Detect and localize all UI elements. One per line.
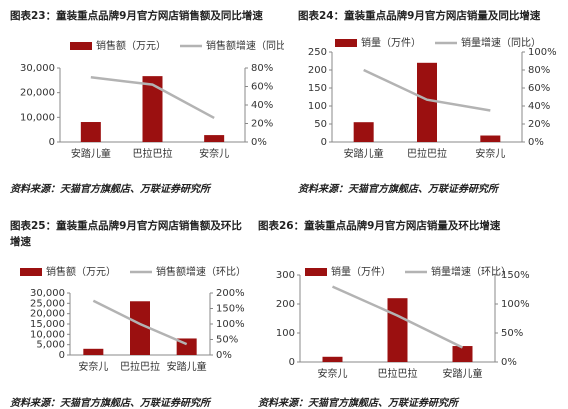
figure-title: 图表25：童装重点品牌9月官方网店销售额及环比增速 xyxy=(10,220,242,248)
y-tick-label: 5,000 xyxy=(36,340,65,351)
legend-label: 销量增速（同比） xyxy=(461,36,541,49)
y2-tick-label: 40% xyxy=(528,101,550,112)
y-tick-label: 250 xyxy=(308,47,327,58)
legend-swatch xyxy=(20,268,42,276)
y2-tick-label: 100% xyxy=(528,47,557,58)
line-series xyxy=(363,68,491,112)
y2-tick-label: 60% xyxy=(251,82,273,93)
figure-title: 图表26：童装重点品牌9月官方网店销量及环比增速 xyxy=(258,220,501,232)
y2-tick-label: 100% xyxy=(501,299,530,310)
figure: 图表25：童装重点品牌9月官方网店销售额及环比增速资料来源：天猫官方旗舰店、万联… xyxy=(0,218,255,409)
legend-label: 销售额增速（同比） xyxy=(206,39,284,52)
chart: 0 10,000 20,000 30,000 0% 20% 40% 60% 80% 安踏儿童 巴拉巴… xyxy=(20,39,284,160)
y2-tick-label: 200% xyxy=(216,288,245,299)
y2-tick-label: 80% xyxy=(251,63,273,74)
y-tick-label: 100 xyxy=(276,328,295,339)
source-note: 资料来源：天猫官方旗舰店、万联证券研究所 xyxy=(10,184,210,195)
x-tick-label: 安踏儿童 xyxy=(443,367,483,380)
y2-tick-label: 150% xyxy=(501,270,530,281)
y2-tick-label: 50% xyxy=(216,335,238,346)
y-tick-label: 0 xyxy=(49,137,55,148)
y-tick-label: 200 xyxy=(308,65,327,76)
bar xyxy=(417,62,437,142)
source-note: 资料来源：天猫官方旗舰店、万联证券研究所 xyxy=(10,398,210,409)
line-series xyxy=(92,299,188,346)
legend-label: 销售额（万元） xyxy=(46,265,116,278)
x-tick-label: 巴拉巴拉 xyxy=(133,147,173,160)
source-note: 资料来源：天猫官方旗舰店、万联证券研究所 xyxy=(298,184,498,195)
y-tick-label: 10,000 xyxy=(20,112,55,123)
x-tick-label: 安奈儿 xyxy=(318,367,348,380)
y-tick-label: 50 xyxy=(314,119,327,130)
figure-title: 图表24：童装重点品牌9月官方网店销量及同比增速 xyxy=(298,10,541,22)
figure-title: 图表23：童装重点品牌9月官方网店销售额及同比增速 xyxy=(10,10,263,22)
figure: 图表23：童装重点品牌9月官方网店销售额及同比增速 资料来源：天猫官方旗舰店、万联… xyxy=(0,0,284,195)
bar xyxy=(480,135,501,142)
y-tick-label: 100 xyxy=(308,101,327,112)
y2-tick-label: 0% xyxy=(216,350,232,361)
line-series xyxy=(90,76,215,120)
y-tick-label: 30,000 xyxy=(20,63,55,74)
y-tick-label: 150 xyxy=(308,83,327,94)
line-series xyxy=(331,285,464,349)
legend-swatch xyxy=(305,268,327,276)
legend-label: 销量增速（环比） xyxy=(431,265,511,278)
x-tick-label: 安踏儿童 xyxy=(167,360,207,373)
legend-swatch xyxy=(335,39,357,47)
y-tick-label: 30,000 xyxy=(30,288,65,299)
y2-tick-label: 150% xyxy=(216,304,245,315)
bar xyxy=(322,356,343,362)
y-tick-label: 25,000 xyxy=(30,298,65,309)
bar xyxy=(83,348,104,355)
y-tick-label: 20,000 xyxy=(30,309,65,320)
y-tick-label: 20,000 xyxy=(20,88,55,99)
y2-tick-label: 40% xyxy=(251,100,273,111)
y-tick-label: 10,000 xyxy=(30,329,65,340)
x-tick-label: 巴拉巴拉 xyxy=(120,360,160,373)
y2-tick-label: 80% xyxy=(528,65,550,76)
bar xyxy=(353,122,374,142)
figure: 图表24：童装重点品牌9月官方网店销量及同比增速 资料来源：天猫官方旗舰店、万联证… xyxy=(290,0,568,195)
legend-label: 销量（万件） xyxy=(331,265,391,278)
x-tick-label: 巴拉巴拉 xyxy=(407,147,447,160)
y2-tick-label: 0% xyxy=(251,137,267,148)
bar xyxy=(452,346,473,362)
y2-tick-label: 0% xyxy=(528,137,544,148)
legend-label: 销量（万件） xyxy=(361,36,421,49)
y2-tick-label: 100% xyxy=(216,319,245,330)
y-tick-label: 0 xyxy=(59,350,65,361)
y2-tick-label: 20% xyxy=(251,119,273,130)
legend-label: 销售额（万元） xyxy=(96,39,166,52)
figure: 图表26：童装重点品牌9月官方网店销量及环比增速 资料来源：天猫官方旗舰店、万联证… xyxy=(255,218,568,409)
y2-tick-label: 50% xyxy=(501,328,523,339)
bar xyxy=(130,301,150,355)
x-tick-label: 安奈儿 xyxy=(199,147,229,160)
x-tick-label: 安踏儿童 xyxy=(344,147,384,160)
legend-label: 销售额增速（环比） xyxy=(156,265,246,278)
y2-tick-label: 60% xyxy=(528,83,550,94)
y2-tick-label: 20% xyxy=(528,119,550,130)
y-tick-label: 0 xyxy=(289,357,295,368)
bar xyxy=(204,135,225,142)
chart: 0 50 100 150 200 250 0% 20% 40% 60% 80% 100% 安踏儿童 巴拉巴… xyxy=(308,36,557,160)
y-tick-label: 300 xyxy=(276,270,295,281)
y-tick-label: 0 xyxy=(321,137,327,148)
legend-swatch xyxy=(70,42,92,50)
x-tick-label: 安奈儿 xyxy=(475,147,505,160)
source-note: 资料来源：天猫官方旗舰店、万联证券研究所 xyxy=(258,398,458,409)
x-tick-label: 安踏儿童 xyxy=(71,147,111,160)
bar xyxy=(142,76,163,142)
y2-tick-label: 0% xyxy=(501,357,517,368)
x-tick-label: 巴拉巴拉 xyxy=(378,367,418,380)
y-tick-label: 200 xyxy=(276,299,295,310)
bar xyxy=(387,298,408,362)
chart: 0 100 200 300 0% 50% 100% 150% 安奈儿 巴拉巴拉 安踏儿童 销量（万件）… xyxy=(276,265,530,380)
x-tick-label: 安奈儿 xyxy=(78,360,108,373)
y-tick-label: 15,000 xyxy=(30,319,65,330)
bar xyxy=(80,122,101,142)
